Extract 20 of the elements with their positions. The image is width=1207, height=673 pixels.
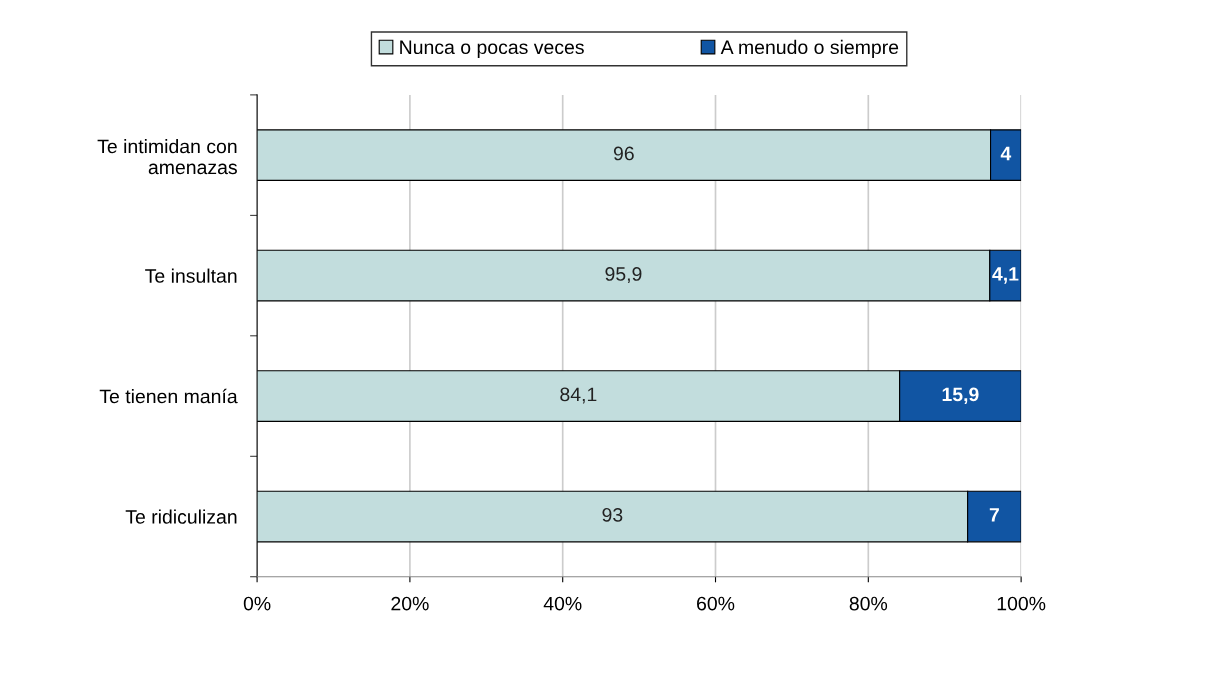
data-label: 4,1 <box>992 267 1019 284</box>
y-tick-label: Te ridiculizan <box>125 509 237 524</box>
x-tick-label: 80% <box>849 596 888 611</box>
data-label: 96 <box>613 146 634 161</box>
data-label: 95,9 <box>605 267 642 284</box>
data-label: 93 <box>602 507 623 522</box>
data-label: 7 <box>989 508 999 522</box>
legend-label: Nunca o pocas veces <box>400 40 584 58</box>
data-label: 15,9 <box>942 387 979 405</box>
data-label: 4 <box>1000 146 1012 161</box>
x-tick-label: 0% <box>243 596 271 611</box>
x-tick-label: 40% <box>543 596 582 611</box>
y-tick-label: Te intimidan con amenazas <box>97 139 237 175</box>
x-tick-label: 20% <box>391 596 429 611</box>
x-tick-label: 100% <box>997 596 1046 611</box>
data-label: 84,1 <box>560 387 597 404</box>
y-tick-label: Te insultan <box>145 268 237 283</box>
y-tick-label: Te tienen manía <box>99 388 238 404</box>
x-tick-label: 60% <box>697 596 735 611</box>
legend-label: A menudo o siempre <box>720 39 899 58</box>
